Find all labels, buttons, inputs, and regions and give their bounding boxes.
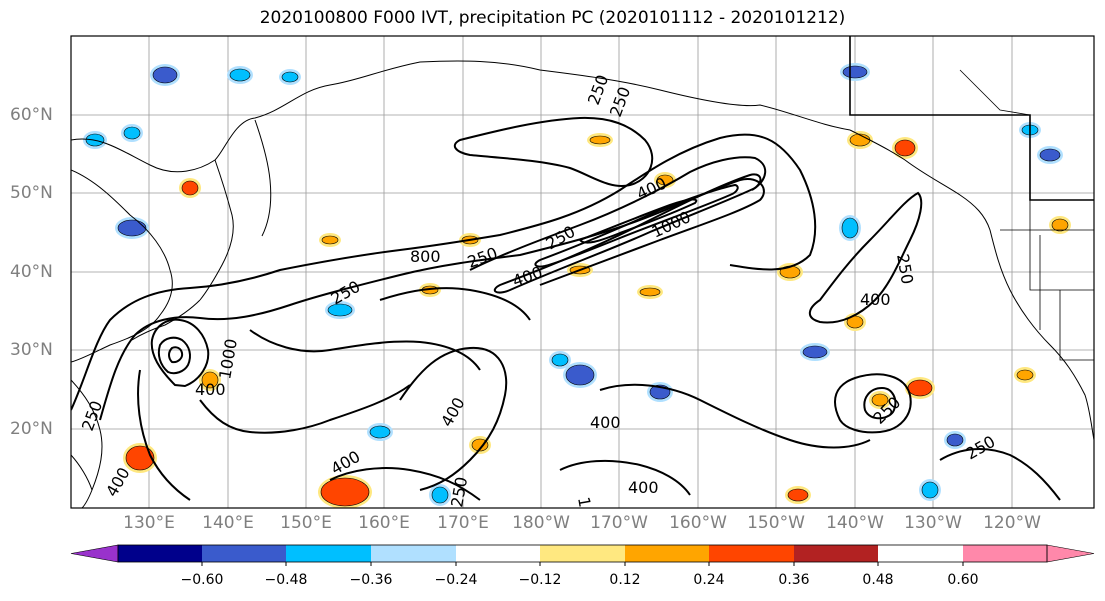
precip-blob: [1039, 148, 1061, 162]
precip-blob: [842, 65, 868, 79]
precip-blob: [894, 139, 916, 157]
colorbar-tick-label: −0.24: [434, 572, 478, 588]
colorbar-outline: [117, 544, 1048, 563]
colorbar-segment: [625, 545, 709, 562]
colorbar-segment: [118, 545, 202, 562]
precip-blob: [921, 481, 939, 499]
map-frame: [70, 35, 1095, 509]
precip-blob: [849, 133, 871, 147]
precip-blob: [327, 303, 353, 317]
precip-blob: [369, 425, 391, 439]
longitude-label: 140°E: [202, 513, 254, 533]
precip-blob: [181, 180, 199, 196]
precip-blob: [841, 217, 859, 239]
contour-label: 1000: [574, 495, 600, 538]
longitude-label: 170°W: [590, 513, 648, 533]
colorbar-tick-label: 0.48: [862, 572, 894, 588]
precip-blob: [123, 126, 141, 140]
contour-label: 400: [860, 290, 891, 309]
colorbar-segment: [540, 545, 625, 562]
precip-blob: [320, 477, 370, 507]
contour-label: 400: [628, 478, 659, 497]
precip-blob: [802, 345, 828, 359]
colorbar-segment: [70, 544, 119, 563]
colorbar-segment: [1046, 544, 1095, 563]
colorbar-segment: [456, 545, 540, 562]
longitude-label: 170°E: [437, 513, 489, 533]
precip-blob: [1016, 369, 1034, 381]
precip-blob: [281, 71, 299, 83]
precip-blob: [565, 364, 595, 386]
colorbar-segment: [202, 545, 286, 562]
colorbar-tick-label: −0.60: [180, 572, 224, 588]
precip-blob: [551, 353, 569, 367]
colorbar-tick-label: 0.12: [609, 572, 641, 588]
longitude-label: 180°W: [512, 513, 570, 533]
ivt-contours: [71, 133, 1061, 501]
colorbar-tick-label: 0.60: [947, 572, 979, 588]
longitude-label: 160°W: [669, 513, 727, 533]
coastlines: [71, 60, 1094, 508]
precip-blob: [321, 235, 339, 245]
precip-blob: [907, 379, 933, 397]
precip-blob: [656, 174, 674, 186]
precip-blob: [639, 287, 661, 297]
latitude-label: 20°N: [10, 419, 53, 439]
precip-blob: [152, 66, 178, 84]
colorbar-segment: [371, 545, 456, 562]
latitude-label: 40°N: [10, 262, 53, 282]
colorbar: [70, 544, 1095, 566]
contour-label: 800: [410, 247, 441, 266]
precip-blob: [117, 219, 147, 237]
precip-blob: [431, 486, 449, 504]
longitude-label: 140°W: [826, 513, 884, 533]
colorbar-segment: [709, 545, 794, 562]
colorbar-tick-label: 0.36: [778, 572, 810, 588]
longitude-label: 150°E: [280, 513, 332, 533]
longitude-label: 160°E: [358, 513, 410, 533]
precip-blob: [1051, 218, 1069, 232]
longitude-label: 120°W: [983, 513, 1041, 533]
precip-blob: [471, 438, 489, 452]
precip-blob: [125, 445, 155, 471]
map-title: 2020100800 F000 IVT, precipitation PC (2…: [259, 8, 846, 28]
latitude-label: 50°N: [10, 183, 53, 203]
ivt-jet-contours: [453, 116, 767, 294]
longitude-label: 150°W: [747, 513, 805, 533]
precip-blob: [201, 371, 219, 389]
latitude-label: 60°N: [10, 105, 53, 125]
colorbar-tick-label: 0.24: [693, 572, 725, 588]
precip-blob: [229, 68, 251, 82]
precip-blob: [871, 393, 889, 407]
contour-label: 400: [590, 413, 621, 432]
state-borders: [959, 69, 1094, 361]
latitude-label: 30°N: [10, 340, 53, 360]
colorbar-segment: [286, 545, 371, 562]
contour-label: 400: [195, 380, 226, 399]
colorbar-segment: [794, 545, 878, 562]
precip-blob: [787, 488, 809, 502]
precip-blob: [589, 135, 611, 145]
longitude-label: 130°E: [123, 513, 175, 533]
longitude-label: 130°W: [904, 513, 962, 533]
colorbar-tick-label: −0.36: [349, 572, 393, 588]
colorbar-tick-label: −0.48: [264, 572, 308, 588]
precip-blob: [946, 433, 964, 447]
colorbar-tick-label: −0.12: [518, 572, 562, 588]
colorbar-segment: [963, 545, 1047, 562]
